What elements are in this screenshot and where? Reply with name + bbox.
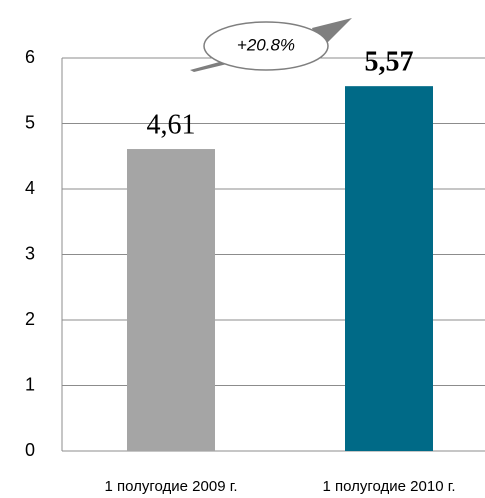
y-tick-label: 3 bbox=[25, 243, 35, 263]
annotation-bubble bbox=[203, 21, 329, 71]
growth-arrow bbox=[190, 18, 352, 72]
y-tick-label: 2 bbox=[25, 309, 35, 329]
data-label: 4,61 bbox=[147, 109, 196, 140]
y-tick-label: 6 bbox=[25, 47, 35, 67]
annotation: +20.8% bbox=[237, 35, 295, 54]
x-tick-label: 1 полугодие 2009 г. bbox=[104, 478, 237, 495]
bar bbox=[345, 86, 433, 451]
y-tick-label: 1 bbox=[25, 374, 35, 394]
bar bbox=[127, 149, 215, 452]
x-tick-label: 1 полугодие 2010 г. bbox=[322, 478, 455, 495]
y-tick-label: 5 bbox=[25, 112, 35, 132]
y-tick-label: 4 bbox=[25, 178, 35, 198]
data-label: 5,57 bbox=[365, 47, 414, 78]
y-tick-label: 0 bbox=[25, 440, 35, 460]
